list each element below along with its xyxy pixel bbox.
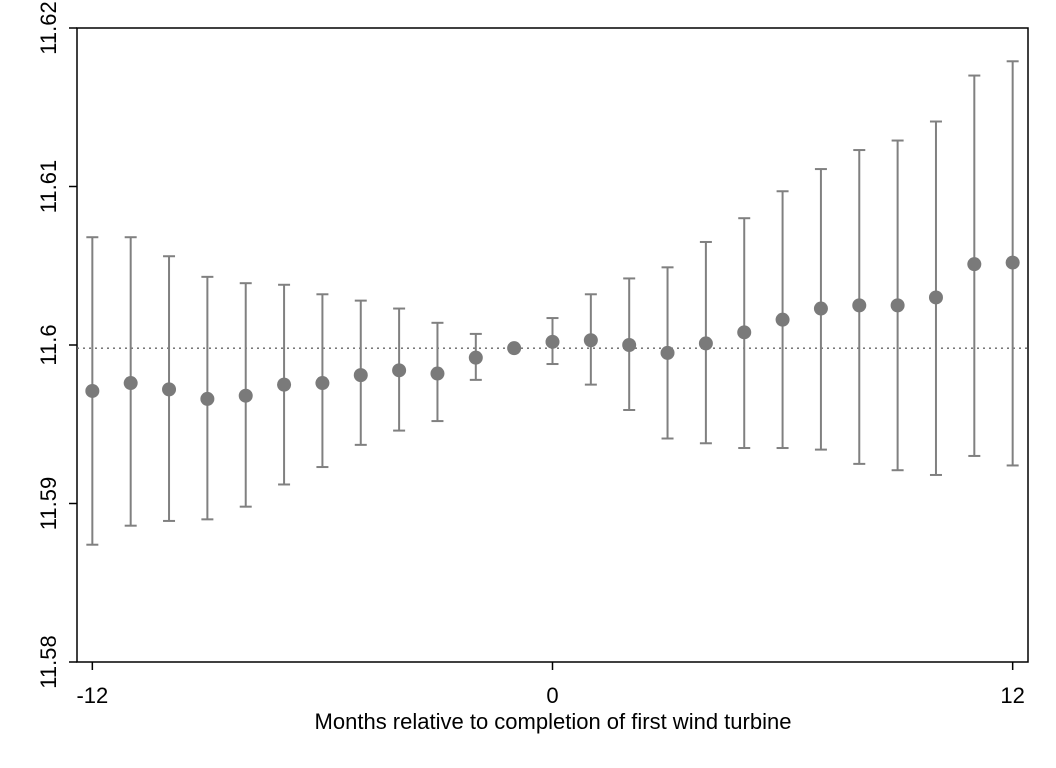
x-tick-label: 0	[546, 683, 558, 708]
data-point	[890, 298, 905, 313]
data-point	[583, 333, 598, 348]
y-tick-label: 11.58	[36, 635, 61, 688]
data-point	[200, 391, 215, 406]
data-point	[430, 366, 445, 381]
data-point	[813, 301, 828, 316]
data-point	[238, 388, 253, 403]
data-point	[315, 376, 330, 391]
y-tick-label: 11.61	[36, 160, 61, 213]
y-axis: 11.58 11.59 11.6 11.61 11.62	[36, 1, 77, 689]
data-point	[468, 350, 483, 365]
y-tick-label: 11.62	[36, 1, 61, 54]
data-point	[162, 382, 177, 397]
data-point	[85, 383, 100, 398]
data-point	[392, 363, 407, 378]
x-axis-title: Months relative to completion of first w…	[315, 709, 792, 734]
data-point	[698, 336, 713, 351]
data-point	[737, 325, 752, 340]
data-point	[277, 377, 292, 392]
data-point	[622, 338, 637, 352]
data-point	[967, 257, 982, 272]
x-axis: -12 0 12	[76, 662, 1025, 708]
data-point	[1005, 255, 1020, 270]
data-point	[353, 368, 368, 383]
data-point	[507, 341, 522, 356]
data-point	[928, 290, 943, 305]
data-point	[775, 312, 790, 327]
data-points	[85, 255, 1020, 406]
data-point	[123, 376, 138, 391]
data-point	[660, 345, 675, 360]
y-tick-label: 11.6	[36, 324, 61, 365]
data-point	[545, 334, 560, 349]
y-tick-label: 11.59	[36, 477, 61, 530]
x-tick-label: -12	[76, 683, 108, 708]
data-point	[852, 298, 867, 313]
error-bars	[86, 60, 1019, 546]
x-tick-label: 12	[1000, 683, 1024, 708]
